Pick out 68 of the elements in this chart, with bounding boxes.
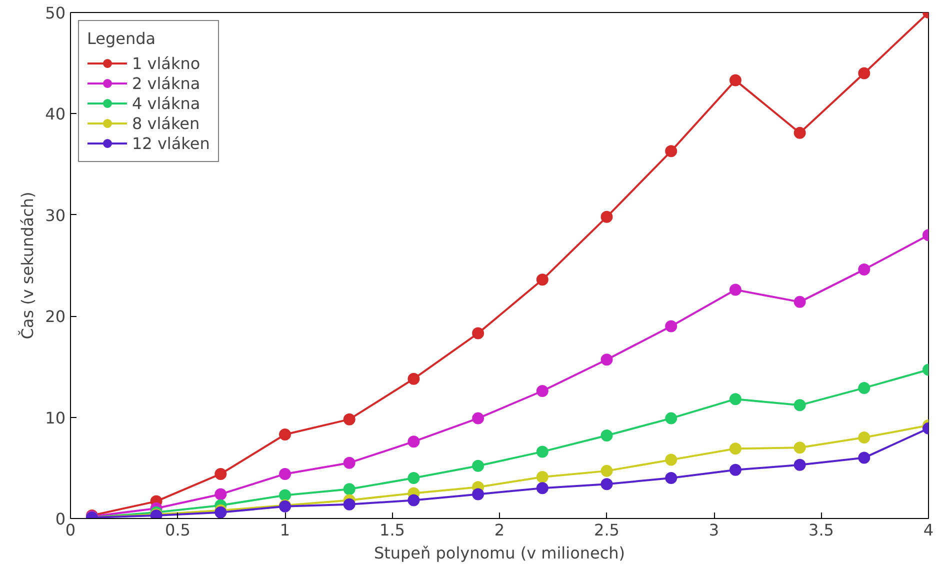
legend-title: Legenda: [87, 29, 157, 48]
point: [408, 436, 420, 448]
point: [536, 274, 548, 286]
x-tick-label: 1: [280, 520, 290, 540]
point: [665, 472, 678, 484]
point: [343, 456, 356, 469]
point: [665, 412, 678, 424]
point: [279, 428, 291, 440]
point: [665, 454, 678, 466]
point: [858, 452, 870, 464]
x-tick-label: 2.5: [594, 520, 620, 540]
legend-label: 4 vlákna: [132, 94, 200, 112]
y-tick-label: 50: [45, 4, 66, 22]
point: [600, 210, 613, 223]
point: [536, 471, 548, 483]
point: [729, 284, 742, 296]
point: [665, 320, 678, 332]
point: [794, 442, 806, 454]
point: [408, 494, 420, 506]
legend-label: 1 vlákno: [132, 54, 200, 72]
point: [472, 327, 484, 340]
x-tick-label: 3: [708, 520, 720, 540]
point: [794, 399, 806, 412]
point: [600, 478, 613, 490]
y-tick-label: 30: [45, 206, 66, 225]
point: [472, 460, 484, 472]
point: [536, 482, 548, 494]
legend-label: 2 vlákna: [132, 74, 200, 92]
point: [729, 464, 742, 476]
point: [214, 488, 227, 500]
point: [343, 498, 356, 510]
point: [794, 126, 806, 139]
point: [214, 468, 227, 480]
y-axis-title: Čas (v sekundách): [18, 192, 38, 340]
point: [600, 354, 613, 366]
point: [343, 483, 356, 496]
point: [729, 74, 742, 86]
point: [794, 296, 806, 308]
point: [600, 464, 613, 477]
legend-label: 12 vláken: [132, 134, 210, 152]
point: [279, 468, 291, 480]
point: [472, 488, 484, 500]
point: [665, 145, 678, 158]
point: [858, 264, 870, 276]
x-tick-label: 3.5: [808, 520, 834, 540]
x-tick-label: 0.5: [165, 520, 190, 540]
point: [858, 382, 870, 394]
point: [858, 432, 870, 444]
point: [408, 472, 420, 484]
x-tick-label: 4: [923, 520, 934, 540]
x-tick-label: 1.5: [380, 520, 405, 540]
point: [536, 385, 548, 397]
legend-label: 8 vláken: [132, 114, 200, 132]
point: [729, 442, 742, 455]
y-tick-label: 20: [45, 307, 66, 326]
y-tick-label: 40: [45, 104, 66, 124]
y-tick-label: 10: [45, 408, 66, 428]
point: [600, 430, 613, 442]
point: [858, 67, 870, 80]
x-tick-label: 2: [494, 520, 505, 540]
point: [729, 393, 742, 406]
point: [794, 458, 806, 471]
point: [536, 446, 548, 458]
point: [472, 412, 484, 424]
point: [408, 372, 420, 385]
point: [343, 413, 356, 426]
x-axis-title: Stupeň polynomu (v milionech): [374, 544, 626, 562]
point: [279, 489, 291, 502]
